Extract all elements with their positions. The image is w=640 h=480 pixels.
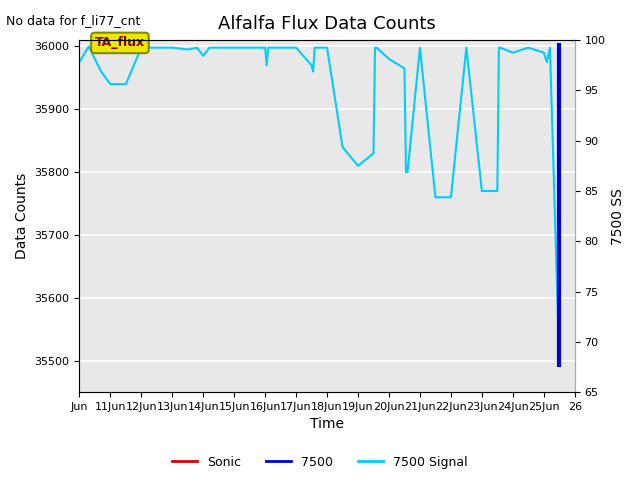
Text: No data for f_li77_cnt: No data for f_li77_cnt	[6, 14, 141, 27]
Title: Alfalfa Flux Data Counts: Alfalfa Flux Data Counts	[218, 15, 436, 33]
Text: TA_flux: TA_flux	[95, 36, 145, 49]
Legend: Sonic, 7500, 7500 Signal: Sonic, 7500, 7500 Signal	[167, 451, 473, 474]
Y-axis label: Data Counts: Data Counts	[15, 173, 29, 259]
Y-axis label: 7500 SS: 7500 SS	[611, 188, 625, 244]
X-axis label: Time: Time	[310, 418, 344, 432]
